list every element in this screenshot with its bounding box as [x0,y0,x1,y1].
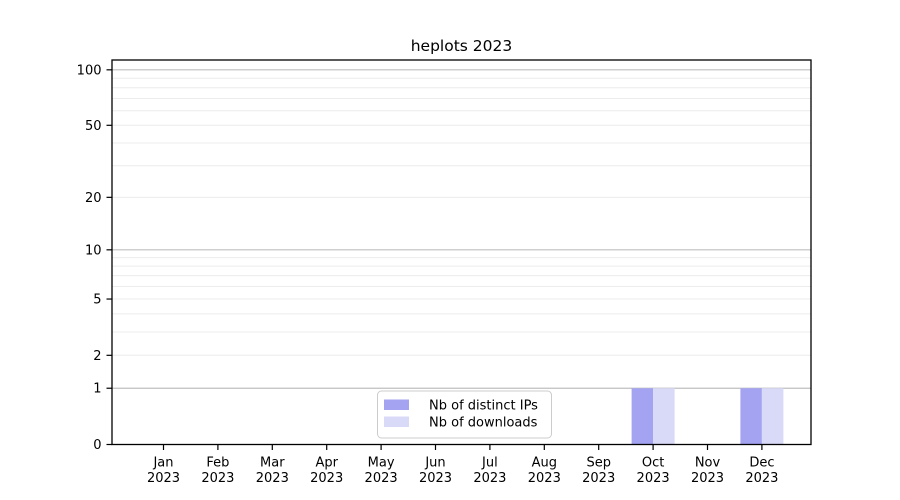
axes [106,59,812,450]
x-tick-label-year-nov: 2023 [691,471,724,486]
x-tick-label-month-feb: Feb [206,456,229,471]
x-tick-label-year-apr: 2023 [310,471,343,486]
legend-box [377,390,552,439]
x-tick-label-year-aug: 2023 [528,471,561,486]
x-tick-label-year-jun: 2023 [419,471,452,486]
legend-swatch-distinct-ips [384,399,409,410]
y-tick-label-100: 100 [77,63,102,78]
x-tick-label-month-may: May [368,456,395,471]
legend-label-distinct-ips: Nb of distinct IPs [429,399,538,414]
x-tick-label-month-jan: Jan [152,456,173,471]
y-tick-label-1: 1 [93,382,101,397]
x-tick-label-month-jul: Jul [481,456,498,471]
x-tick-label-year-dec: 2023 [745,471,778,486]
y-tick-label-0: 0 [93,438,101,453]
legend: Nb of distinct IPs Nb of downloads [377,390,552,439]
tick-labels: 0125102050100Jan2023Feb2023Mar2023Apr202… [77,63,779,486]
y-tick-label-20: 20 [85,191,102,206]
x-tick-label-month-mar: Mar [260,456,285,471]
x-tick-label-month-aug: Aug [532,456,557,471]
y-tick-label-5: 5 [93,293,101,308]
x-tick-label-year-oct: 2023 [637,471,670,486]
x-tick-label-month-oct: Oct [642,456,664,471]
y-tick-label-10: 10 [85,243,102,258]
bar-distinct-ips-oct [631,388,654,445]
y-tick-label-50: 50 [85,119,102,134]
x-tick-label-year-feb: 2023 [201,471,234,486]
x-tick-label-year-sep: 2023 [582,471,615,486]
x-tick-label-month-apr: Apr [315,456,338,471]
legend-label-downloads: Nb of downloads [429,416,538,431]
legend-swatch-downloads [384,416,409,427]
x-tick-label-month-nov: Nov [695,456,721,471]
x-tick-label-year-jul: 2023 [473,471,506,486]
gridlines [112,69,811,389]
bar-distinct-ips-dec [740,388,762,445]
bar-downloads-dec [761,388,784,445]
x-tick-label-year-mar: 2023 [256,471,289,486]
x-tick-label-month-sep: Sep [586,456,611,471]
bar-series [631,388,784,445]
x-tick-label-month-dec: Dec [749,456,774,471]
x-tick-label-year-may: 2023 [365,471,398,486]
x-tick-label-month-jun: Jun [424,456,445,471]
x-tick-label-year-jan: 2023 [147,471,180,486]
plot-frame [111,59,812,446]
bar-downloads-oct [653,388,675,445]
y-tick-label-2: 2 [93,349,101,364]
chart-title: heplots 2023 [411,37,513,55]
